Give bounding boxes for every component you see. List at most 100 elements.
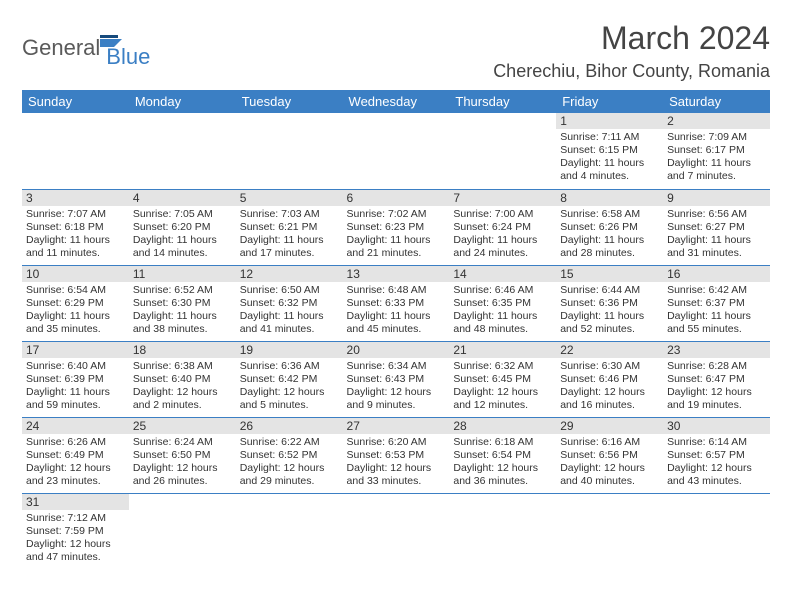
day-details: Sunrise: 7:03 AMSunset: 6:21 PMDaylight:… (240, 208, 339, 261)
day-details: Sunrise: 6:20 AMSunset: 6:53 PMDaylight:… (347, 436, 446, 489)
calendar-cell: 11Sunrise: 6:52 AMSunset: 6:30 PMDayligh… (129, 265, 236, 341)
day-number: 1 (556, 113, 663, 129)
day-number: 8 (556, 190, 663, 206)
calendar-cell: 6 Sunrise: 7:02 AMSunset: 6:23 PMDaylight… (343, 189, 450, 265)
day-details: Sunrise: 6:50 AMSunset: 6:32 PMDaylight:… (240, 284, 339, 337)
calendar-cell: 8 Sunrise: 6:58 AMSunset: 6:26 PMDaylight… (556, 189, 663, 265)
day-details: Sunrise: 6:16 AMSunset: 6:56 PMDaylight:… (560, 436, 659, 489)
day-details: Sunrise: 7:02 AMSunset: 6:23 PMDaylight:… (347, 208, 446, 261)
day-number: 27 (343, 418, 450, 434)
day-number: 22 (556, 342, 663, 358)
calendar-cell (343, 493, 450, 569)
day-details: Sunrise: 6:54 AMSunset: 6:29 PMDaylight:… (26, 284, 125, 337)
calendar-cell (663, 493, 770, 569)
day-details: Sunrise: 6:14 AMSunset: 6:57 PMDaylight:… (667, 436, 766, 489)
day-number: 23 (663, 342, 770, 358)
day-details: Sunrise: 6:34 AMSunset: 6:43 PMDaylight:… (347, 360, 446, 413)
day-details: Sunrise: 6:30 AMSunset: 6:46 PMDaylight:… (560, 360, 659, 413)
logo: General Blue (22, 26, 150, 70)
calendar-cell (449, 113, 556, 189)
day-header-row: SundayMondayTuesdayWednesdayThursdayFrid… (22, 90, 770, 113)
day-details: Sunrise: 6:28 AMSunset: 6:47 PMDaylight:… (667, 360, 766, 413)
calendar-cell: 18Sunrise: 6:38 AMSunset: 6:40 PMDayligh… (129, 341, 236, 417)
day-number: 26 (236, 418, 343, 434)
calendar-cell: 16 Sunrise: 6:42 AMSunset: 6:37 PMDayligh… (663, 265, 770, 341)
day-number: 15 (556, 266, 663, 282)
day-number: 2 (663, 113, 770, 129)
day-number: 17 (22, 342, 129, 358)
day-details: Sunrise: 6:42 AMSunset: 6:37 PMDaylight:… (667, 284, 766, 337)
day-number: 19 (236, 342, 343, 358)
day-details: Sunrise: 7:09 AMSunset: 6:17 PMDaylight:… (667, 131, 766, 184)
day-details: Sunrise: 6:46 AMSunset: 6:35 PMDaylight:… (453, 284, 552, 337)
calendar-cell: 24 Sunrise: 6:26 AMSunset: 6:49 PMDayligh… (22, 417, 129, 493)
day-details: Sunrise: 7:12 AMSunset: 7:59 PMDaylight:… (26, 512, 125, 565)
day-details: Sunrise: 7:00 AMSunset: 6:24 PMDaylight:… (453, 208, 552, 261)
day-details: Sunrise: 6:32 AMSunset: 6:45 PMDaylight:… (453, 360, 552, 413)
day-number: 30 (663, 418, 770, 434)
calendar-cell: 29Sunrise: 6:16 AMSunset: 6:56 PMDayligh… (556, 417, 663, 493)
day-details: Sunrise: 6:48 AMSunset: 6:33 PMDaylight:… (347, 284, 446, 337)
calendar-cell: 17 Sunrise: 6:40 AMSunset: 6:39 PMDayligh… (22, 341, 129, 417)
calendar-cell: 2 Sunrise: 7:09 AMSunset: 6:17 PMDaylight… (663, 113, 770, 189)
day-header: Saturday (663, 90, 770, 113)
day-details: Sunrise: 6:22 AMSunset: 6:52 PMDaylight:… (240, 436, 339, 489)
calendar-cell: 15Sunrise: 6:44 AMSunset: 6:36 PMDayligh… (556, 265, 663, 341)
day-number: 6 (343, 190, 450, 206)
calendar-cell: 25Sunrise: 6:24 AMSunset: 6:50 PMDayligh… (129, 417, 236, 493)
calendar-table: SundayMondayTuesdayWednesdayThursdayFrid… (22, 90, 770, 569)
calendar-cell (343, 113, 450, 189)
day-details: Sunrise: 6:40 AMSunset: 6:39 PMDaylight:… (26, 360, 125, 413)
calendar-cell: 22 Sunrise: 6:30 AMSunset: 6:46 PMDayligh… (556, 341, 663, 417)
day-number: 14 (449, 266, 556, 282)
day-details: Sunrise: 6:24 AMSunset: 6:50 PMDaylight:… (133, 436, 232, 489)
calendar-cell: 30 Sunrise: 6:14 AMSunset: 6:57 PMDayligh… (663, 417, 770, 493)
calendar-cell: 21 Sunrise: 6:32 AMSunset: 6:45 PMDayligh… (449, 341, 556, 417)
calendar-cell (236, 113, 343, 189)
day-details: Sunrise: 6:58 AMSunset: 6:26 PMDaylight:… (560, 208, 659, 261)
calendar-cell: 19Sunrise: 6:36 AMSunset: 6:42 PMDayligh… (236, 341, 343, 417)
header: General Blue March 2024 Cherechiu, Bihor… (22, 20, 770, 82)
day-details: Sunrise: 6:52 AMSunset: 6:30 PMDaylight:… (133, 284, 232, 337)
calendar-cell: 27 Sunrise: 6:20 AMSunset: 6:53 PMDayligh… (343, 417, 450, 493)
title-block: March 2024 Cherechiu, Bihor County, Roma… (493, 20, 770, 82)
day-details: Sunrise: 7:05 AMSunset: 6:20 PMDaylight:… (133, 208, 232, 261)
day-details: Sunrise: 6:18 AMSunset: 6:54 PMDaylight:… (453, 436, 552, 489)
day-number: 31 (22, 494, 129, 510)
calendar-cell: 5 Sunrise: 7:03 AMSunset: 6:21 PMDaylight… (236, 189, 343, 265)
calendar-cell (236, 493, 343, 569)
day-header: Thursday (449, 90, 556, 113)
logo-text-general: General (22, 35, 100, 61)
calendar-cell: 28 Sunrise: 6:18 AMSunset: 6:54 PMDayligh… (449, 417, 556, 493)
calendar-cell: 14 Sunrise: 6:46 AMSunset: 6:35 PMDayligh… (449, 265, 556, 341)
day-details: Sunrise: 6:56 AMSunset: 6:27 PMDaylight:… (667, 208, 766, 261)
day-number: 16 (663, 266, 770, 282)
day-details: Sunrise: 6:38 AMSunset: 6:40 PMDaylight:… (133, 360, 232, 413)
day-number: 12 (236, 266, 343, 282)
calendar-cell: 20 Sunrise: 6:34 AMSunset: 6:43 PMDayligh… (343, 341, 450, 417)
day-header: Tuesday (236, 90, 343, 113)
month-title: March 2024 (493, 20, 770, 57)
day-number: 24 (22, 418, 129, 434)
day-number: 20 (343, 342, 450, 358)
calendar-cell (556, 493, 663, 569)
logo-flag-icon (100, 35, 122, 49)
day-number: 3 (22, 190, 129, 206)
day-details: Sunrise: 6:26 AMSunset: 6:49 PMDaylight:… (26, 436, 125, 489)
day-number: 5 (236, 190, 343, 206)
calendar-cell: 12 Sunrise: 6:50 AMSunset: 6:32 PMDayligh… (236, 265, 343, 341)
calendar-cell: 4Sunrise: 7:05 AMSunset: 6:20 PMDaylight… (129, 189, 236, 265)
calendar-cell: 10Sunrise: 6:54 AMSunset: 6:29 PMDayligh… (22, 265, 129, 341)
day-details: Sunrise: 7:07 AMSunset: 6:18 PMDaylight:… (26, 208, 125, 261)
day-number: 13 (343, 266, 450, 282)
location-subtitle: Cherechiu, Bihor County, Romania (493, 61, 770, 82)
calendar-cell (129, 493, 236, 569)
day-header: Wednesday (343, 90, 450, 113)
day-header: Sunday (22, 90, 129, 113)
day-number: 28 (449, 418, 556, 434)
day-number: 7 (449, 190, 556, 206)
calendar-cell: 26 Sunrise: 6:22 AMSunset: 6:52 PMDayligh… (236, 417, 343, 493)
calendar-cell (449, 493, 556, 569)
calendar-cell (129, 113, 236, 189)
day-number: 21 (449, 342, 556, 358)
